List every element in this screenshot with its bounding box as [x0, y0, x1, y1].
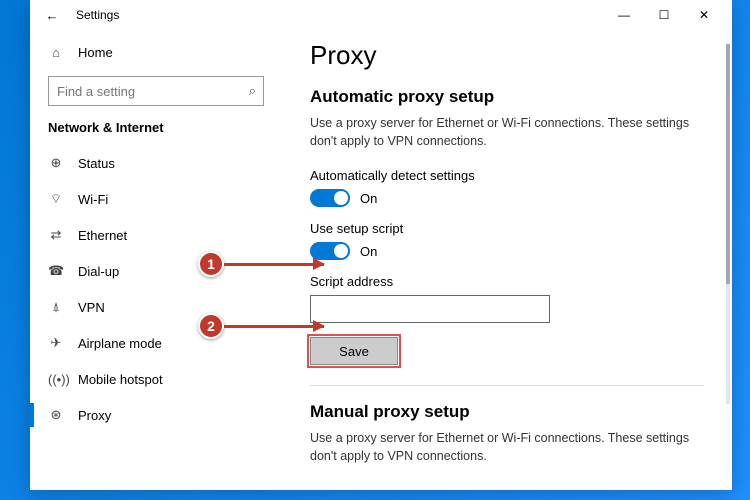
scrollbar-thumb[interactable]: [726, 44, 730, 284]
callout-badge: 1: [198, 251, 224, 277]
script-toggle-label: Use setup script: [310, 221, 704, 236]
content-pane: Proxy Automatic proxy setup Use a proxy …: [282, 30, 732, 490]
search-input[interactable]: [48, 76, 264, 106]
sidebar-item-label: Dial-up: [78, 264, 119, 279]
window-title: Settings: [76, 8, 119, 22]
auto-heading: Automatic proxy setup: [310, 87, 704, 107]
divider: [310, 385, 704, 386]
minimize-button[interactable]: —: [604, 0, 644, 30]
search-icon: ⌕: [249, 83, 256, 99]
vpn-icon: ⍋: [48, 299, 64, 315]
home-icon: ⌂: [48, 45, 64, 60]
sidebar-item-label: Status: [78, 156, 115, 171]
save-button[interactable]: Save: [310, 337, 398, 365]
status-icon: ⊕: [48, 155, 64, 171]
sidebar-item-wi-fi[interactable]: ⌔ Wi-Fi: [30, 181, 282, 217]
sidebar-item-proxy[interactable]: ⊛ Proxy: [30, 397, 282, 433]
callout-badge: 2: [198, 313, 224, 339]
back-button[interactable]: ←: [38, 8, 66, 23]
titlebar: ← Settings — ☐ ✕: [30, 0, 732, 30]
script-address-input[interactable]: [310, 295, 550, 323]
sidebar-home[interactable]: ⌂ Home: [30, 34, 282, 70]
script-toggle-state: On: [360, 244, 377, 259]
callout-2: 2: [198, 313, 324, 339]
script-address-label: Script address: [310, 274, 704, 289]
detect-label: Automatically detect settings: [310, 168, 704, 183]
dialup-icon: ☎: [48, 263, 64, 279]
close-button[interactable]: ✕: [684, 0, 724, 30]
sidebar-item-label: Airplane mode: [78, 336, 162, 351]
save-button-label: Save: [339, 344, 369, 359]
sidebar-item-label: Ethernet: [78, 228, 127, 243]
hotspot-icon: ((•)): [48, 372, 64, 387]
sidebar-item-label: VPN: [78, 300, 105, 315]
detect-toggle[interactable]: [310, 189, 350, 207]
ethernet-icon: ⇄: [48, 227, 64, 243]
scrollbar[interactable]: [726, 44, 730, 404]
callout-1: 1: [198, 251, 324, 277]
callout-arrow: [224, 325, 324, 328]
sidebar-item-ethernet[interactable]: ⇄ Ethernet: [30, 217, 282, 253]
sidebar-home-label: Home: [78, 45, 113, 60]
sidebar-item-label: Wi-Fi: [78, 192, 108, 207]
manual-heading: Manual proxy setup: [310, 402, 704, 422]
sidebar-item-label: Proxy: [78, 408, 111, 423]
maximize-button[interactable]: ☐: [644, 0, 684, 30]
page-title: Proxy: [310, 40, 704, 71]
sidebar-item-status[interactable]: ⊕ Status: [30, 145, 282, 181]
callout-arrow: [224, 263, 324, 266]
sidebar-item-label: Mobile hotspot: [78, 372, 163, 387]
detect-state: On: [360, 191, 377, 206]
proxy-icon: ⊛: [48, 407, 64, 423]
search-box: ⌕: [48, 76, 264, 106]
sidebar-item-mobile-hotspot[interactable]: ((•)) Mobile hotspot: [30, 361, 282, 397]
wifi-icon: ⌔: [48, 191, 64, 207]
auto-description: Use a proxy server for Ethernet or Wi-Fi…: [310, 115, 690, 150]
sidebar-section-label: Network & Internet: [30, 116, 282, 145]
airplane-icon: ✈: [48, 335, 64, 351]
settings-window: ← Settings — ☐ ✕ ⌂ Home ⌕ Network & Inte…: [30, 0, 732, 490]
manual-description: Use a proxy server for Ethernet or Wi-Fi…: [310, 430, 690, 465]
